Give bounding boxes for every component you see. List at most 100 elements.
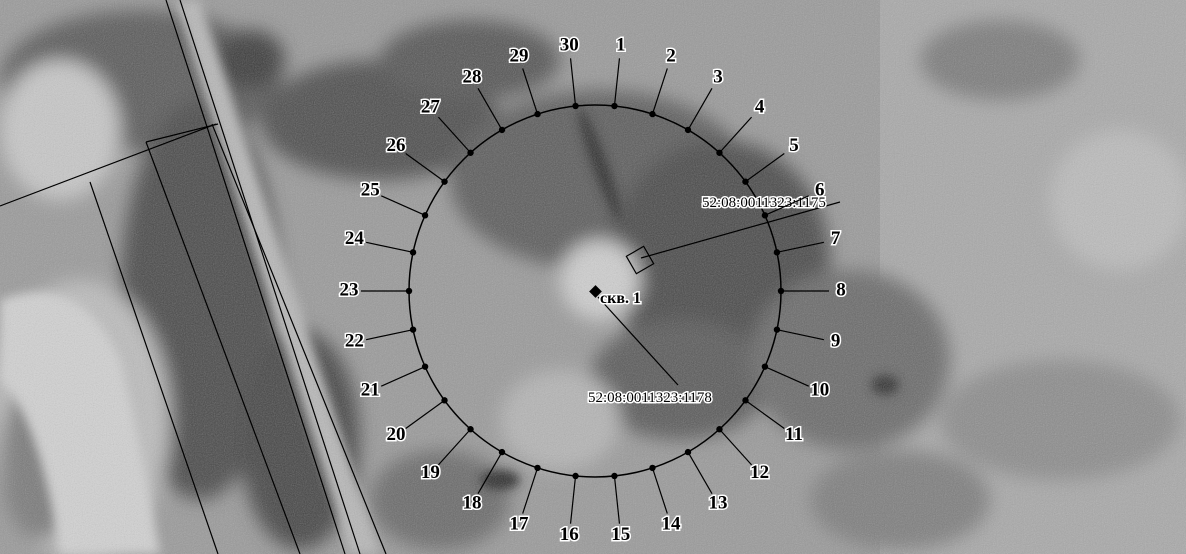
point-leader-line <box>569 475 577 524</box>
road-edge-line <box>211 123 387 554</box>
point-leader-line <box>477 88 503 131</box>
point-label-12: 12 <box>750 462 769 483</box>
boundary-point-27[interactable] <box>467 149 474 156</box>
boundary-point-18[interactable] <box>498 448 506 456</box>
boundary-point-1[interactable] <box>611 102 618 110</box>
point-leader-line <box>613 475 621 524</box>
boundary-point-16[interactable] <box>572 472 579 480</box>
boundary-point-7[interactable] <box>773 249 781 256</box>
boundary-point-9[interactable] <box>773 326 781 333</box>
point-label-26: 26 <box>386 135 405 156</box>
point-label-13: 13 <box>709 492 728 513</box>
boundary-point-19[interactable] <box>467 426 474 433</box>
point-leader-line <box>613 58 621 107</box>
point-leader-line <box>651 467 668 514</box>
point-leader-line <box>776 241 825 253</box>
point-leader-line <box>569 58 577 107</box>
point-label-17: 17 <box>509 513 529 534</box>
boundary-point-25[interactable] <box>421 212 429 219</box>
boundary-points: 1234567891011121314151617181920212223242… <box>338 33 847 546</box>
point-label-10: 10 <box>810 379 829 400</box>
point-label-29: 29 <box>509 45 528 66</box>
point-leader-line <box>405 399 445 430</box>
parcel-boundary-line <box>145 123 219 143</box>
boundary-point-14[interactable] <box>649 464 656 472</box>
boundary-point-10[interactable] <box>761 363 769 370</box>
well-label: скв. 1 <box>600 290 641 307</box>
point-label-16: 16 <box>560 524 579 545</box>
point-leader-line <box>522 467 539 514</box>
boundary-point-26[interactable] <box>441 178 448 185</box>
point-label-18: 18 <box>463 492 482 513</box>
point-leader-line <box>651 68 668 115</box>
point-leader-line <box>776 329 825 341</box>
boundary-point-30[interactable] <box>572 102 579 110</box>
parcel-leader-line <box>640 201 841 259</box>
point-label-7: 7 <box>831 228 841 249</box>
boundary-lines <box>0 0 387 554</box>
point-leader-line <box>687 451 713 494</box>
point-leader-line <box>745 399 785 430</box>
parcel-label-1178: 52:08:0011323:1178 <box>588 390 712 406</box>
point-leader-line <box>719 428 753 466</box>
parcel-leaders <box>597 201 841 386</box>
boundary-point-22[interactable] <box>409 326 417 333</box>
boundary-point-8[interactable] <box>777 287 785 295</box>
point-leader-line <box>365 241 414 253</box>
point-label-24: 24 <box>345 228 365 249</box>
point-leader-line <box>380 366 426 387</box>
point-label-9: 9 <box>831 331 841 352</box>
point-leader-line <box>437 428 471 466</box>
point-label-15: 15 <box>611 524 630 545</box>
boundary-point-12[interactable] <box>716 426 723 433</box>
point-label-5: 5 <box>789 135 799 156</box>
parcel-label-1175: 52:08:0011323:1175 <box>702 195 826 211</box>
boundary-point-21[interactable] <box>421 363 429 370</box>
point-label-28: 28 <box>463 66 482 87</box>
parcel-boundary-line <box>145 141 301 554</box>
parcel-leader-line <box>597 296 679 386</box>
boundary-point-6[interactable] <box>761 212 769 219</box>
point-leader-line <box>687 88 713 131</box>
boundary-point-11[interactable] <box>742 397 749 404</box>
boundary-point-23[interactable] <box>405 287 413 295</box>
road-edge-line <box>179 0 361 554</box>
point-leader-line <box>745 152 785 183</box>
boundary-point-4[interactable] <box>716 149 723 156</box>
boundary-point-28[interactable] <box>498 126 506 134</box>
point-label-11: 11 <box>785 424 803 445</box>
point-label-22: 22 <box>345 331 364 352</box>
point-label-23: 23 <box>340 279 359 300</box>
parcel-square-marker <box>625 245 655 275</box>
boundary-point-24[interactable] <box>409 249 417 256</box>
point-leader-line <box>365 329 414 341</box>
point-leader-line <box>764 366 810 387</box>
point-label-6: 6 <box>815 179 825 200</box>
boundary-point-2[interactable] <box>649 110 656 118</box>
boundary-point-5[interactable] <box>742 178 749 185</box>
point-leader-line <box>437 116 471 154</box>
point-label-20: 20 <box>386 424 405 445</box>
point-label-25: 25 <box>361 179 380 200</box>
boundary-point-29[interactable] <box>534 110 541 118</box>
point-label-27: 27 <box>421 97 441 118</box>
point-label-1: 1 <box>616 35 626 56</box>
parcel-boundary-line <box>0 123 217 207</box>
point-label-19: 19 <box>421 462 440 483</box>
boundary-point-20[interactable] <box>441 397 448 404</box>
point-leader-line <box>719 116 753 154</box>
point-leader-line <box>477 451 503 494</box>
boundary-point-13[interactable] <box>684 448 692 456</box>
point-leader-line <box>764 195 810 216</box>
boundary-point-17[interactable] <box>534 464 541 472</box>
boundary-point-3[interactable] <box>684 126 692 134</box>
point-leader-line <box>405 152 445 183</box>
parcel-boundary-line <box>89 181 219 554</box>
point-leader-line <box>380 195 426 216</box>
point-label-2: 2 <box>666 45 676 66</box>
boundary-point-15[interactable] <box>611 472 618 480</box>
